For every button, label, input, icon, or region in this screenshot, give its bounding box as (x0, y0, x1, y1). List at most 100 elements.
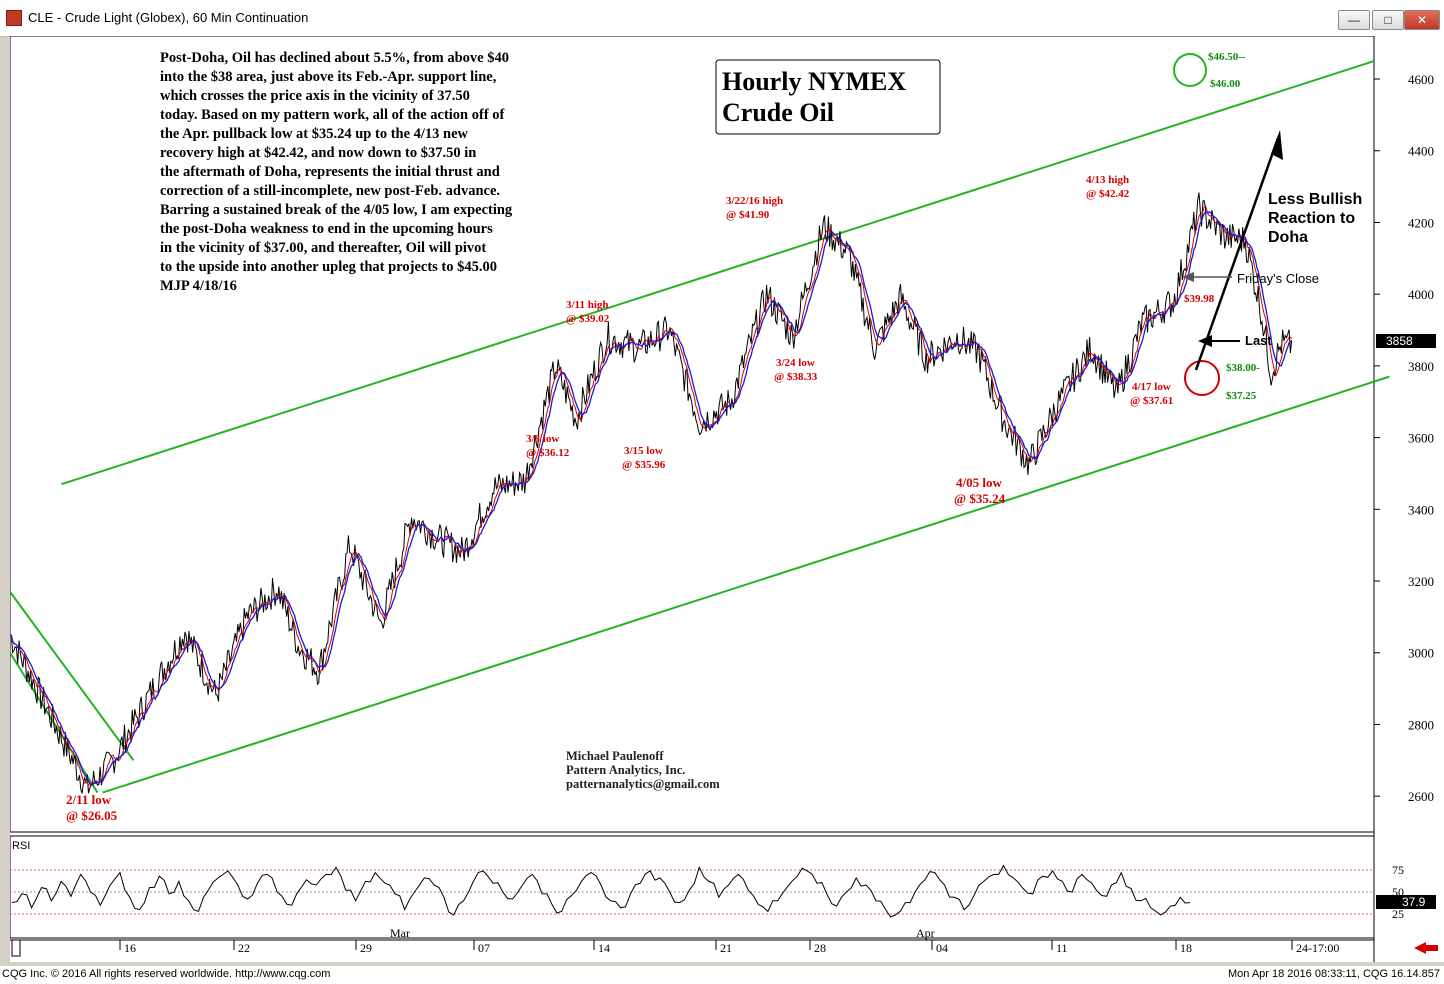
label-mar15-value: @ $35.96 (622, 459, 666, 471)
app-icon (6, 10, 22, 26)
y-tick-label: 4400 (1408, 144, 1434, 159)
y-tick-label: 4600 (1408, 72, 1434, 87)
chart-area[interactable]: 2600 2800 3000 3200 3400 3600 3800 4000 4200 4400… (9, 35, 1444, 962)
window-titlebar: CLE - Crude Light (Globex), 60 Min Conti… (0, 0, 1444, 37)
scroll-right-icon-tail[interactable] (1426, 945, 1438, 951)
label-support-37-25: $37.25 (1226, 390, 1257, 402)
channel-line-lower (102, 375, 1390, 794)
x-tick-label: 28 (814, 941, 826, 955)
last-price-tag (1376, 334, 1436, 348)
commentary-line: the aftermath of Doha, represents the in… (160, 164, 500, 180)
commentary-text: Post-Doha, Oil has declined about 5.5%, … (160, 50, 516, 294)
commentary-line: which crosses the price axis in the vici… (160, 88, 470, 104)
projection-arrow-head (1271, 130, 1283, 160)
author-email: patternanalytics@gmail.com (566, 777, 720, 791)
y-tick-label: 3600 (1408, 431, 1434, 446)
copyright-text: CQG Inc. © 2016 All rights reserved worl… (2, 968, 331, 980)
y-tick-label: 2600 (1408, 789, 1434, 804)
projection-arrow-line (1194, 137, 1280, 371)
commentary-line: the post-Doha weakness to end in the upc… (160, 221, 493, 237)
y-tick-label: 4200 (1408, 215, 1434, 230)
label-mar15-low: 3/15 low (624, 445, 663, 457)
target-circle (1173, 53, 1207, 87)
rsi-level-label: 25 (1392, 907, 1404, 921)
label-mar24-low: 3/24 low (776, 357, 815, 369)
commentary-line: to the upside into another upleg that pr… (160, 259, 497, 275)
rsi-last-value: 37.9 (1402, 895, 1426, 909)
commentary-line: into the $38 area, just above its Feb.-A… (160, 69, 497, 85)
month-label: Apr (916, 926, 935, 940)
label-apr05-low: 4/05 low (956, 475, 1002, 490)
label-mar11-high: 3/11 high (566, 299, 609, 311)
less-bullish-line: Reaction to (1268, 210, 1355, 227)
label-price-39-98: $39.98 (1184, 293, 1215, 305)
x-tick-label: 24-17:00 (1296, 941, 1339, 955)
y-tick-label: 3000 (1408, 646, 1434, 661)
channel-line-upper (61, 60, 1375, 486)
last-price-value: 3858 (1386, 334, 1413, 348)
close-button[interactable]: ✕ (1404, 10, 1440, 30)
last-arrowhead (1198, 335, 1212, 347)
label-apr05-value: @ $35.24 (954, 491, 1006, 506)
y-tick-label: 4000 (1408, 287, 1434, 302)
timestamp-text: Mon Apr 18 2016 08:33:11, CQG 16.14.857 (1227, 968, 1440, 980)
commentary-line: the Apr. pullback low at $35.24 up to th… (160, 126, 469, 142)
month-label: Mar (390, 926, 410, 940)
label-mar11-value: @ $39.02 (566, 313, 610, 325)
support-circle (1184, 360, 1220, 396)
channel-line-falling-upper (9, 591, 135, 761)
commentary-line: today. Based on my pattern work, all of … (160, 107, 505, 123)
commentary-line: in the vicinity of $37.00, and thereafte… (160, 240, 486, 256)
label-support-38-00: $38.00- (1226, 362, 1260, 374)
rsi-last-tag (1376, 895, 1436, 909)
rsi-line (11, 864, 1191, 918)
commentary-line: recovery high at $42.42, and now down to… (160, 145, 476, 161)
x-tick-label: 29 (360, 941, 372, 955)
chart-title-line-1: Hourly NYMEX (722, 67, 906, 96)
chart-title-line-2: Crude Oil (722, 98, 834, 127)
label-apr13-value: @ $42.42 (1086, 188, 1130, 200)
x-tick-label: 16 (124, 941, 136, 955)
label-apr13-high: 4/13 high (1086, 174, 1129, 186)
label-mar24-value: @ $38.33 (774, 371, 818, 383)
x-tick-label: 14 (598, 941, 610, 955)
fridays-close-label: Friday's Close (1237, 271, 1319, 286)
y-tick-label: 3200 (1408, 574, 1434, 589)
less-bullish-note: Less Bullish Reaction to Doha (1268, 191, 1367, 246)
commentary-line: Barring a sustained break of the 4/05 lo… (160, 202, 513, 218)
x-tick-label: 04 (936, 941, 948, 955)
status-bar: CQG Inc. © 2016 All rights reserved worl… (0, 966, 1444, 984)
chart-svg[interactable]: 2600 2800 3000 3200 3400 3600 3800 4000 4200 4400… (9, 35, 1444, 962)
maximize-button[interactable]: □ (1372, 10, 1404, 30)
price-series-line (9, 192, 1293, 794)
label-mar8-low: 3/8 low (526, 433, 559, 445)
label-target-46-50: $46.50-- (1208, 51, 1246, 63)
commentary-line: correction of a still-incomplete, new po… (160, 183, 500, 199)
fridays-close-arrowhead (1182, 272, 1194, 282)
commentary-line: Post-Doha, Oil has declined about 5.5%, … (160, 50, 509, 66)
y-tick-label: 3400 (1408, 502, 1434, 517)
x-tick-label: 22 (238, 941, 250, 955)
scroll-left-handle[interactable] (11, 939, 21, 957)
x-tick-label: 18 (1180, 941, 1192, 955)
x-tick-label: 21 (720, 941, 732, 955)
x-tick-label: 07 (478, 941, 490, 955)
minimize-button[interactable]: — (1338, 10, 1370, 30)
author-name: Michael Paulenoff (566, 749, 664, 763)
label-feb11-value: @ $26.05 (66, 808, 118, 823)
label-apr17-low: 4/17 low (1132, 381, 1171, 393)
label-feb11-low: 2/11 low (66, 792, 112, 807)
moving-average-slow-line (9, 210, 1292, 785)
y-tick-label: 3800 (1408, 359, 1434, 374)
less-bullish-line: Less Bullish (1268, 191, 1362, 208)
label-mar22-value: @ $41.90 (726, 209, 770, 221)
label-apr17-value: @ $37.61 (1130, 395, 1173, 407)
label-target-46-00: $46.00 (1210, 78, 1241, 90)
author-company: Pattern Analytics, Inc. (566, 763, 685, 777)
y-tick-label: 2800 (1408, 717, 1434, 732)
window-title: CLE - Crude Light (Globex), 60 Min Conti… (28, 10, 309, 25)
label-mar22-high: 3/22/16 high (726, 195, 783, 207)
x-tick-label: 11 (1056, 941, 1068, 955)
scroll-right-icon[interactable] (1414, 942, 1426, 954)
less-bullish-line: Doha (1268, 229, 1308, 246)
